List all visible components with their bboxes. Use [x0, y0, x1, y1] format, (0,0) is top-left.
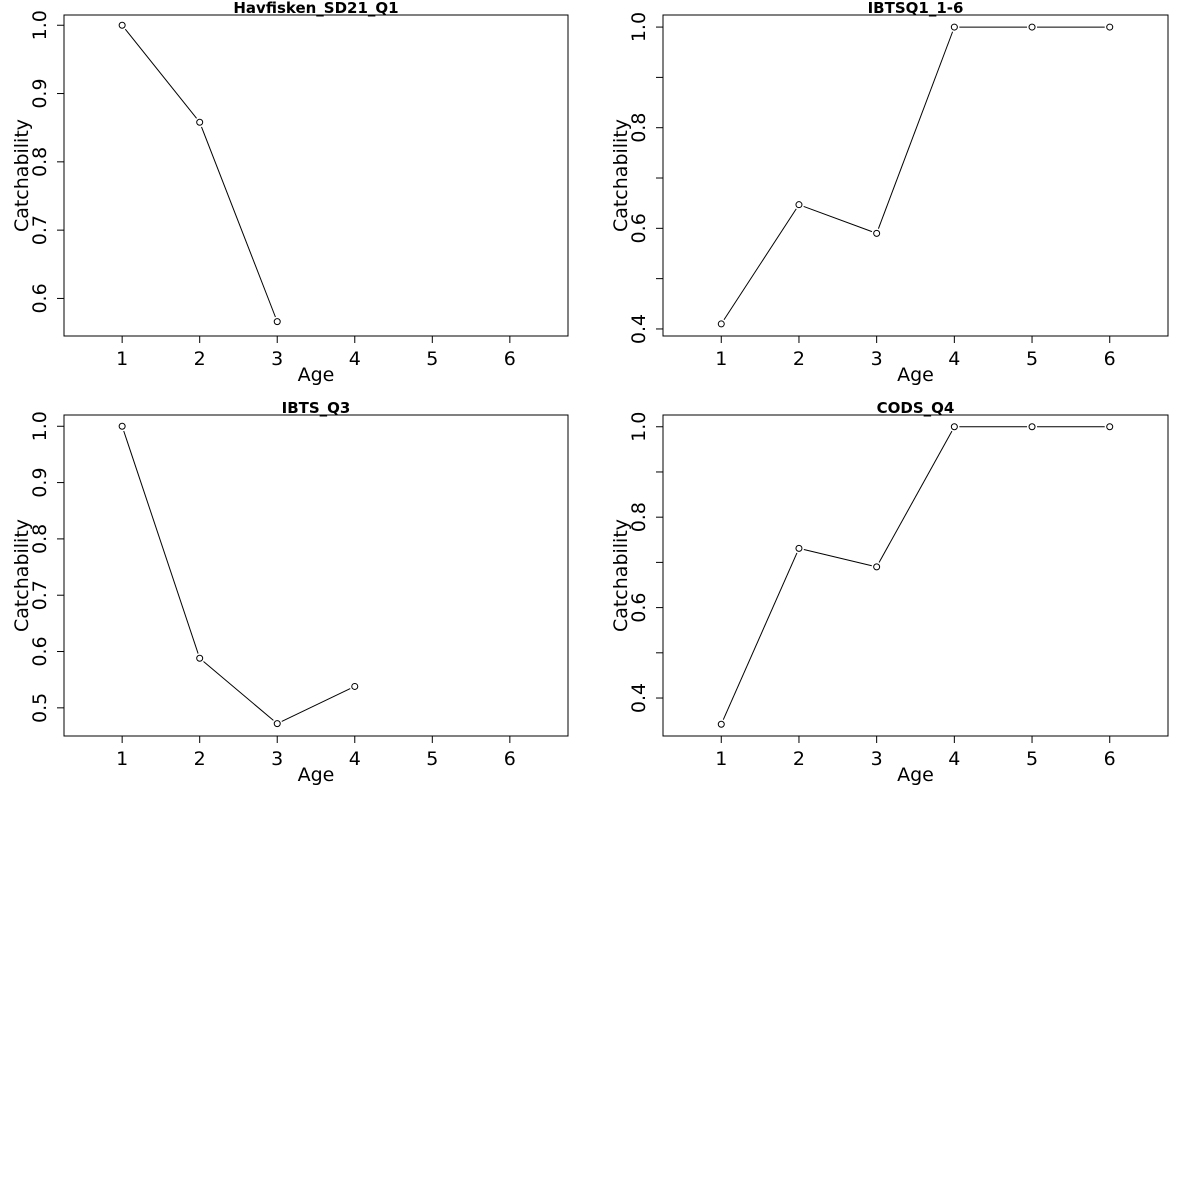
data-point [873, 229, 881, 237]
y-tick-label: 1.0 [29, 411, 51, 441]
x-tick-label: 2 [793, 348, 805, 370]
x-axis-label: Age [897, 764, 934, 786]
data-point [950, 23, 958, 31]
y-tick-label: 0.8 [29, 147, 51, 177]
x-tick-label: 6 [1104, 348, 1116, 370]
y-tick-label: 0.6 [29, 283, 51, 313]
x-axis-label: Age [298, 764, 335, 786]
chart-title: IBTS_Q3 [282, 399, 351, 417]
x-tick-label: 2 [194, 348, 206, 370]
y-tick-label: 0.6 [628, 592, 650, 622]
series-line-segment [803, 549, 872, 567]
y-tick-label: 0.8 [29, 524, 51, 554]
x-tick-label: 1 [715, 748, 727, 770]
x-tick-label: 5 [1026, 748, 1038, 770]
y-tick-label: 1.0 [628, 412, 650, 442]
x-tick-label: 3 [871, 748, 883, 770]
data-point [795, 201, 803, 209]
data-point [351, 682, 359, 690]
x-tick-label: 1 [116, 348, 128, 370]
y-axis-label: Catchability [610, 519, 632, 632]
series-line-segment [123, 430, 199, 654]
x-tick-label: 2 [194, 748, 206, 770]
x-tick-label: 1 [116, 748, 128, 770]
y-tick-label: 0.9 [29, 78, 51, 108]
chart-panel: IBTS_Q3 1 2 3 4 5 6 0.5 0.6 0.7 0.8 0.9 1.0 Age Catcha… [11, 399, 569, 786]
x-tick-label: 5 [1026, 348, 1038, 370]
series-line-segment [124, 28, 197, 119]
y-tick-label: 1.0 [628, 12, 650, 42]
x-axis-label: Age [897, 364, 934, 386]
y-tick-label: 0.6 [29, 636, 51, 666]
x-tick-label: 3 [871, 348, 883, 370]
x-tick-label: 4 [349, 748, 361, 770]
x-tick-label: 4 [948, 748, 960, 770]
chart-panel: CODS_Q4 1 2 3 4 5 6 0.4 0.6 0.8 1.0 Age Catchability [610, 399, 1169, 786]
y-tick-label: 0.4 [628, 314, 650, 344]
data-point [1028, 423, 1036, 431]
data-point [1106, 423, 1114, 431]
y-axis-label: Catchability [11, 519, 33, 632]
y-axis-label: Catchability [610, 119, 632, 232]
y-tick-label: 0.8 [628, 502, 650, 532]
y-axis-label: Catchability [11, 119, 33, 232]
x-tick-label: 6 [1104, 748, 1116, 770]
y-tick-label: 0.8 [628, 113, 650, 143]
plot-frame [662, 14, 1169, 337]
series-line-segment [877, 31, 954, 229]
y-tick-label: 0.7 [29, 580, 51, 610]
data-point [1106, 23, 1114, 31]
data-point [717, 720, 725, 728]
x-tick-label: 4 [349, 348, 361, 370]
y-tick-label: 0.9 [29, 467, 51, 497]
y-tick-label: 0.5 [29, 693, 51, 723]
series-line-segment [201, 126, 276, 318]
chart-title: CODS_Q4 [877, 399, 955, 417]
x-tick-label: 3 [271, 748, 283, 770]
x-tick-label: 5 [426, 748, 438, 770]
data-point [795, 544, 803, 552]
data-point [873, 563, 881, 571]
x-tick-label: 4 [948, 348, 960, 370]
series-line-segment [803, 205, 873, 233]
x-tick-label: 5 [426, 348, 438, 370]
plot-frame [63, 14, 569, 337]
data-point [717, 320, 725, 328]
y-tick-label: 0.4 [628, 683, 650, 713]
x-axis-label: Age [298, 364, 335, 386]
x-tick-label: 1 [715, 348, 727, 370]
data-point [273, 318, 281, 326]
x-tick-label: 2 [793, 748, 805, 770]
chart-title: Havfisken_SD21_Q1 [233, 0, 398, 17]
x-tick-label: 6 [504, 348, 516, 370]
y-tick-label: 1.0 [29, 10, 51, 40]
data-point [273, 720, 281, 728]
x-tick-label: 3 [271, 348, 283, 370]
data-point [1028, 23, 1036, 31]
y-tick-label: 0.6 [628, 213, 650, 243]
series-line-segment [878, 430, 953, 563]
series-line-segment [723, 208, 797, 321]
data-point [196, 118, 204, 126]
chart-panel: IBTSQ1_1-6 1 2 3 4 5 6 0.4 0.6 0.8 1.0 Age Catchabil… [610, 0, 1169, 386]
chart-panel: Havfisken_SD21_Q1 1 2 3 4 5 6 0.6 0.7 0.8 0.9 1.0 Ag… [11, 0, 569, 386]
data-point [118, 422, 126, 430]
data-point [950, 423, 958, 431]
data-point [196, 654, 204, 662]
y-tick-label: 0.7 [29, 215, 51, 245]
series-line-segment [722, 552, 798, 720]
chart-title: IBTSQ1_1-6 [868, 0, 964, 17]
plot-frame [63, 414, 569, 737]
x-tick-label: 6 [504, 748, 516, 770]
plot-frame [662, 414, 1169, 737]
series-line-segment [281, 688, 351, 722]
series-line-segment [203, 661, 274, 721]
data-point [118, 21, 126, 29]
